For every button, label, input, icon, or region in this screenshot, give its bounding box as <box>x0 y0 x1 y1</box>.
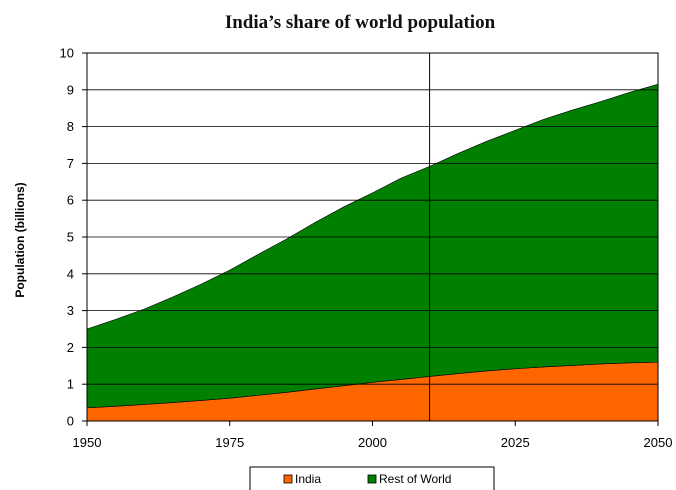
y-tick-label: 4 <box>67 266 74 281</box>
legend: India Rest of World <box>249 466 495 490</box>
chart-title: India’s share of world population <box>225 12 496 33</box>
y-tick-label: 6 <box>67 193 74 208</box>
x-axis-ticks: 1950 1975 2000 2025 2050 <box>73 421 673 450</box>
x-tick-label: 1975 <box>215 435 244 450</box>
y-tick-label: 3 <box>67 303 74 318</box>
y-axis-label: Population (billions) <box>13 182 27 297</box>
y-tick-label: 9 <box>67 82 74 97</box>
y-tick-label: 10 <box>60 46 74 61</box>
x-tick-label: 2050 <box>644 435 673 450</box>
legend-swatch-india <box>283 474 293 484</box>
y-tick-label: 5 <box>67 230 74 245</box>
y-tick-label: 7 <box>67 156 74 171</box>
x-tick-label: 2000 <box>358 435 387 450</box>
x-tick-label: 2025 <box>501 435 530 450</box>
legend-label-india: India <box>295 472 321 486</box>
gridlines <box>87 89 658 385</box>
y-tick-label: 0 <box>67 414 74 429</box>
legend-swatch-rest-of-world <box>367 474 377 484</box>
y-axis-ticks: 0 1 2 3 4 5 6 7 8 9 10 <box>60 46 87 429</box>
plot-area <box>86 52 659 422</box>
y-tick-label: 1 <box>67 377 74 392</box>
legend-label-rest-of-world: Rest of World <box>379 472 451 486</box>
y-tick-label: 8 <box>67 119 74 134</box>
x-tick-label: 1950 <box>73 435 102 450</box>
y-tick-label: 2 <box>67 340 74 355</box>
